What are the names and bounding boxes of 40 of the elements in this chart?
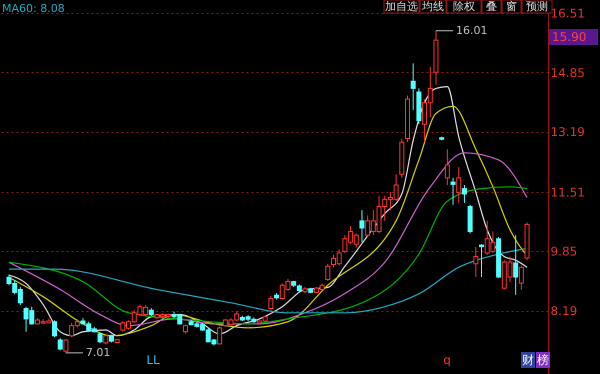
- text: 15.90: [552, 30, 586, 44]
- candlestick: [58, 338, 63, 351]
- annotation: 加自选: [385, 0, 418, 13]
- y-tick-label: 16.51: [550, 6, 585, 20]
- candlestick: [513, 234, 518, 296]
- annotation: 均线: [421, 0, 444, 13]
- annotation: q: [443, 353, 451, 367]
- candlestick: [325, 263, 330, 282]
- y-tick-label: 8.19: [550, 304, 578, 318]
- candlestick: [268, 295, 274, 311]
- line-series: [8, 152, 528, 326]
- text: 榜: [537, 353, 549, 367]
- text: MA60: 8.08: [2, 2, 65, 15]
- annotation: 除权: [453, 0, 475, 13]
- candlestick: [359, 210, 364, 243]
- candlestick: [450, 177, 456, 206]
- candlestick: [52, 320, 58, 338]
- candlestick: [98, 332, 103, 344]
- candlestick: [462, 184, 467, 204]
- line-series: [8, 186, 528, 324]
- annotation: 叠: [486, 0, 497, 13]
- candlestick: [410, 62, 416, 110]
- candlestick: [103, 334, 108, 345]
- candlestick: [473, 246, 478, 278]
- candlestick: [456, 166, 462, 204]
- annotation: LL: [146, 353, 160, 367]
- candlestick: [217, 326, 222, 346]
- annotation: 预测: [526, 0, 548, 13]
- candlestick: [63, 338, 68, 354]
- annotation: 财: [522, 353, 534, 367]
- annotation: 16.01: [456, 24, 488, 37]
- y-tick-label: 13.19: [550, 125, 585, 140]
- candlestick: [518, 265, 524, 290]
- y-tick-label: 14.85: [550, 66, 585, 80]
- annotation: 7.01: [86, 346, 110, 359]
- candlestick: [444, 148, 450, 186]
- y-tick-label: 9.85: [550, 244, 578, 259]
- y-tick-label: 11.51: [550, 185, 585, 200]
- candlestick: [479, 244, 484, 278]
- annotation: 窗: [506, 0, 517, 13]
